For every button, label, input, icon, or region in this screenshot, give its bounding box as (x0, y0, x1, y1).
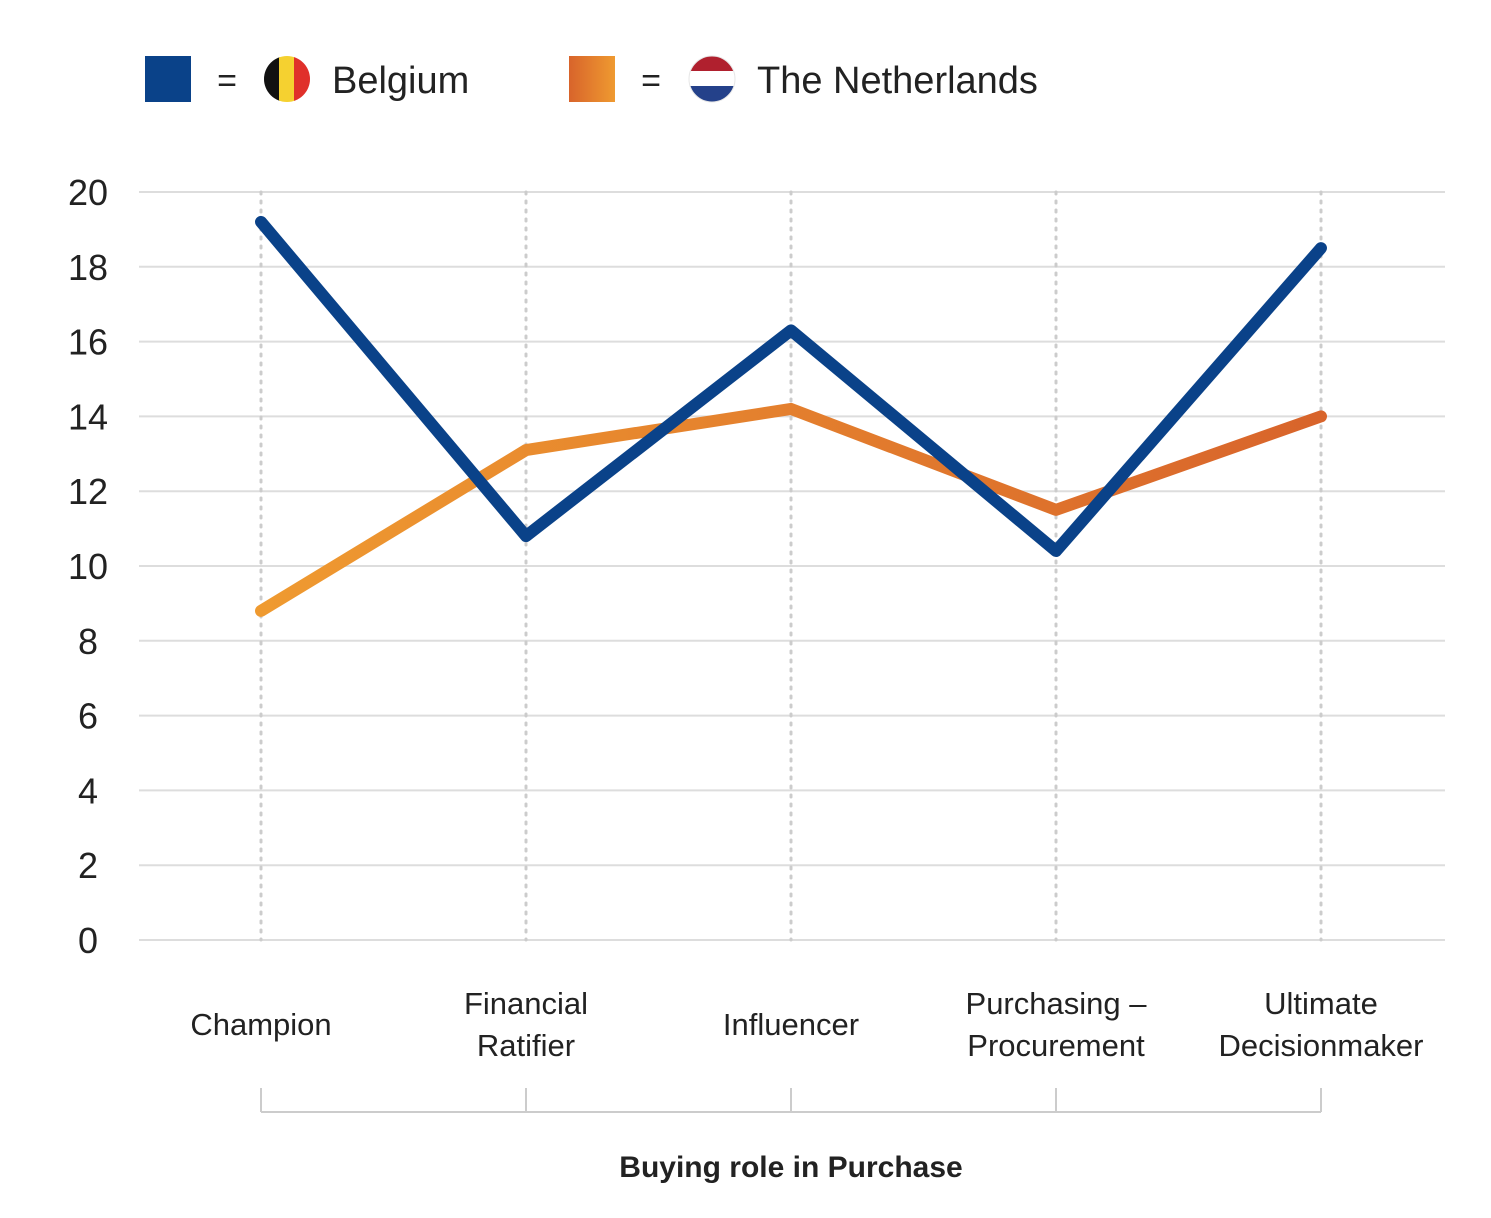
legend-equals-netherlands: = (641, 62, 661, 100)
x-axis-title: Buying role in Purchase (619, 1151, 962, 1184)
legend-label-belgium: Belgium (332, 60, 469, 102)
y-tick-label: 0 (78, 920, 98, 961)
y-tick-label: 2 (78, 845, 98, 886)
legend: = Belgium = The Netherlands (145, 56, 1038, 102)
legend-swatch-netherlands (569, 56, 615, 102)
y-axis-ticks: 0 2 4 6 8 10 12 14 16 18 20 (68, 172, 108, 961)
x-tick-label: Champion (190, 1007, 331, 1042)
legend-swatch-belgium (145, 56, 191, 102)
x-axis-bracket (261, 1088, 1321, 1112)
x-tick-label: Influencer (723, 1007, 859, 1042)
legend-label-netherlands: The Netherlands (757, 60, 1038, 102)
y-tick-label: 8 (78, 621, 98, 662)
y-tick-label: 4 (78, 770, 98, 811)
y-tick-label: 16 (68, 322, 108, 363)
y-tick-label: 20 (68, 172, 108, 213)
y-tick-label: 12 (68, 471, 108, 512)
y-tick-label: 10 (68, 546, 108, 587)
y-tick-label: 6 (78, 696, 98, 737)
x-tick-label: Purchasing –Procurement (966, 986, 1148, 1063)
legend-equals-belgium: = (217, 62, 237, 100)
belgium-flag-icon (264, 56, 310, 102)
y-tick-label: 18 (68, 247, 108, 288)
series-line-belgium (261, 222, 1321, 551)
y-tick-label: 14 (68, 396, 108, 437)
